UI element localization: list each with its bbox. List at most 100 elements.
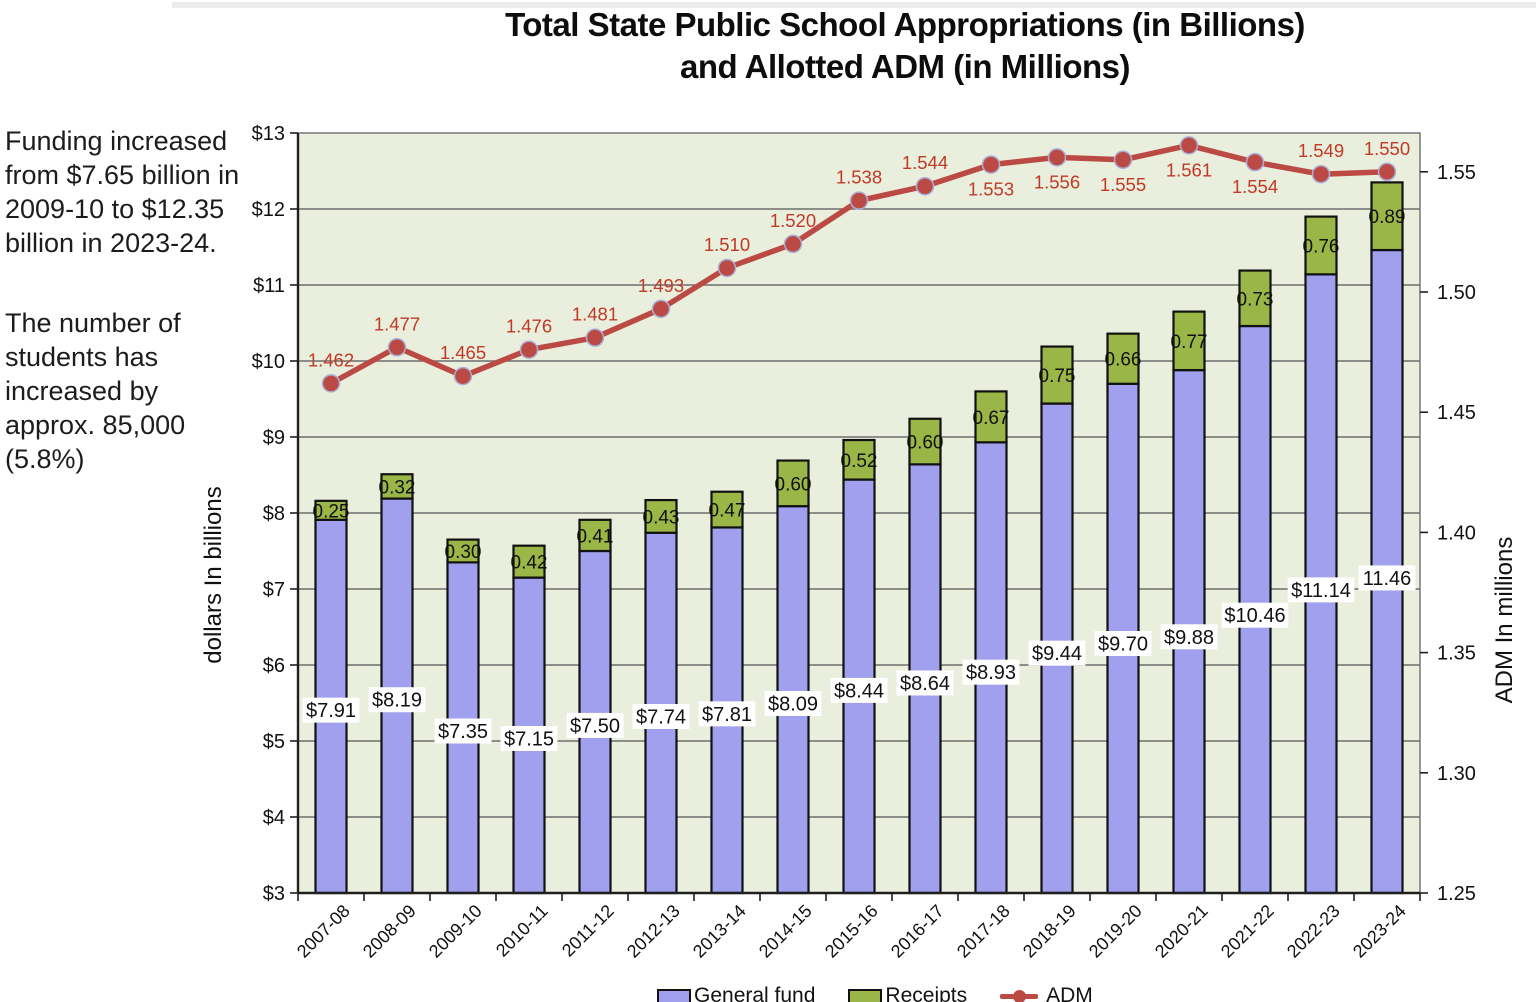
- adm-value-label: 1.520: [770, 210, 816, 231]
- x-tick-label: 2009-10: [425, 901, 486, 962]
- bar-value-label-box: [1221, 602, 1289, 628]
- y-axis-right-tick-label: 1.55: [1437, 162, 1476, 184]
- bar-value-label-box: [1358, 565, 1416, 591]
- bar-value-label: $7.35: [438, 721, 488, 743]
- adm-marker: [387, 338, 407, 357]
- x-tick-label: 2013-14: [689, 901, 750, 962]
- adm-value-label: 1.555: [1100, 174, 1146, 195]
- adm-marker: [915, 176, 935, 196]
- receipts-value-label: 0.73: [1237, 289, 1274, 310]
- adm-value-label: 1.550: [1364, 138, 1410, 159]
- bar-value-label-box: [302, 697, 360, 723]
- bar-value-label: $8.64: [900, 673, 950, 695]
- legend-label-adm: ADM: [1046, 984, 1093, 1002]
- adm-value-label: 1.465: [440, 342, 486, 363]
- bar-value-label: $8.44: [834, 680, 884, 702]
- receipts-value-label: 0.75: [1039, 366, 1076, 387]
- bar-value-label-box: [632, 703, 690, 729]
- x-tick-label: 2007-08: [293, 901, 354, 962]
- adm-value-label: 1.510: [704, 234, 750, 255]
- bar-value-label: $7.15: [504, 728, 554, 750]
- bar-value-label: $7.50: [570, 715, 620, 737]
- adm-marker: [585, 328, 605, 347]
- adm-marker: [981, 155, 1001, 174]
- bar-value-label-box: [830, 677, 888, 703]
- receipts-value-label: 0.47: [709, 501, 746, 522]
- x-tick-label: 2012-13: [623, 901, 684, 962]
- receipts-value-label: 0.30: [445, 542, 482, 563]
- x-tick-label: 2011-12: [558, 901, 618, 961]
- adm-marker: [783, 234, 803, 254]
- y-axis-right-tick-label: 1.50: [1437, 282, 1476, 304]
- bar-value-label: $7.81: [702, 704, 752, 726]
- adm-marker: [651, 299, 671, 319]
- x-tick-label: 2019-20: [1085, 901, 1146, 962]
- bar-value-label: $9.44: [1032, 643, 1082, 665]
- bar-value-label: 11.46: [1363, 568, 1412, 590]
- bar-value-label: $7.91: [306, 700, 356, 722]
- y-axis-left-tick-label: $10: [252, 351, 285, 373]
- legend-swatch-general-fund-icon: [657, 988, 691, 1002]
- bar-value-label-box: [698, 701, 756, 727]
- bar-receipts: [314, 499, 348, 521]
- y-axis-left-tick-label: $5: [263, 731, 285, 753]
- x-tick-label: 2016-17: [887, 901, 948, 962]
- bar-receipts: [1304, 215, 1338, 276]
- y-axis-left-tick-label: $7: [263, 579, 285, 601]
- page-title-line1: Total State Public School Appropriations…: [505, 6, 1305, 43]
- adm-value-label: 1.549: [1298, 140, 1344, 161]
- legend-swatch-receipts-icon: [848, 988, 883, 1002]
- bar-value-label-box: [764, 690, 822, 716]
- bar-receipts: [1172, 310, 1206, 372]
- bar-value-label-box: [1028, 640, 1086, 666]
- bar-receipts: [1238, 269, 1272, 328]
- adm-marker: [321, 374, 341, 393]
- adm-value-label: 1.561: [1166, 159, 1212, 180]
- adm-value-label: 1.556: [1034, 171, 1080, 192]
- bar-receipts: [1106, 332, 1140, 385]
- x-tick-label: 2018-19: [1019, 901, 1080, 962]
- bar-value-label: $8.93: [966, 662, 1016, 684]
- y-axis-right-tick-label: 1.45: [1437, 402, 1476, 424]
- adm-marker: [849, 191, 869, 210]
- legend-line-marker-icon: [1000, 989, 1039, 1002]
- x-tick-label: 2022-23: [1283, 901, 1344, 962]
- sidebar-note-students: The number of students has increased by …: [5, 308, 186, 474]
- bar-receipts: [446, 538, 480, 564]
- sidebar-note-funding: Funding increased from $7.65 billion in …: [5, 126, 240, 258]
- adm-value-label: 1.462: [308, 349, 354, 370]
- chart-title: Total State Public School Appropriations…: [350, 4, 1460, 88]
- adm-value-label: 1.553: [968, 179, 1014, 200]
- legend-label-receipts: Receipts: [885, 984, 968, 1002]
- y-axis-left-tick-label: $4: [263, 807, 285, 829]
- receipts-value-label: 0.52: [841, 451, 878, 472]
- bar-value-label: $8.19: [372, 690, 422, 712]
- receipts-value-label: 0.89: [1369, 207, 1406, 228]
- adm-value-label: 1.538: [836, 167, 882, 188]
- adm-marker: [1047, 148, 1067, 167]
- adm-marker: [1245, 152, 1265, 172]
- x-tick-label: 2020-21: [1151, 901, 1212, 962]
- bar-value-label-box: [1094, 630, 1152, 656]
- receipts-value-label: 0.43: [643, 507, 680, 528]
- y-axis-left-tick-label: $8: [263, 503, 285, 525]
- legend-item-adm: ADM: [1000, 984, 1093, 1002]
- page-title-line2: and Allotted ADM (in Millions): [680, 48, 1131, 85]
- x-tick-label: 2023-24: [1349, 901, 1410, 962]
- adm-value-label: 1.476: [506, 316, 552, 337]
- bar-value-label: $11.14: [1291, 580, 1351, 602]
- bar-value-label-box: [500, 725, 558, 751]
- bar-value-label-box: [962, 659, 1020, 685]
- adm-value-label: 1.554: [1232, 176, 1278, 197]
- adm-value-label: 1.477: [374, 313, 420, 334]
- bar-receipts: [710, 490, 744, 529]
- receipts-value-label: 0.60: [907, 433, 944, 454]
- left-axis-title: dollars In billions: [200, 486, 227, 663]
- chart-legend: General fund Receipts ADM: [657, 984, 1093, 1002]
- legend-item-receipts: Receipts: [848, 984, 967, 1002]
- bar-receipts: [908, 417, 942, 466]
- receipts-value-label: 0.76: [1303, 236, 1340, 257]
- y-axis-left-tick-label: $13: [252, 123, 285, 145]
